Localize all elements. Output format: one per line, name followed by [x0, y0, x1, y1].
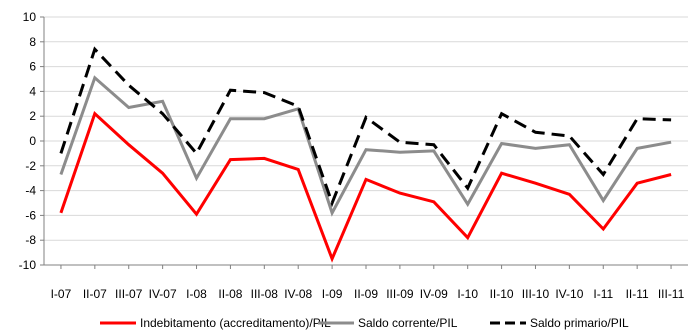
y-tick-label: -8: [25, 233, 36, 247]
y-tick-label: 8: [29, 35, 36, 49]
series-0-point: [331, 257, 334, 260]
series-0-point: [195, 213, 198, 216]
series-0-point: [229, 158, 232, 161]
x-tick-label: II-10: [490, 287, 514, 301]
x-axis: I-07 II-07 III-07 IV-07 I-08 II-08 III-08 IV-08…: [44, 264, 688, 301]
series-1-point: [398, 151, 401, 154]
series-1-point: [568, 143, 571, 146]
series-1-point: [127, 106, 130, 109]
legend-label: Saldo corrente/PIL: [358, 316, 458, 330]
series-0-point: [432, 200, 435, 203]
x-tick-label: IV-07: [149, 287, 177, 301]
series-2-point: [398, 141, 401, 144]
x-tick-label: IV-08: [284, 287, 312, 301]
x-tick-label: III-07: [115, 287, 143, 301]
series-1-point: [59, 173, 62, 176]
x-tick-label: II-11: [626, 287, 649, 301]
series-1-point: [365, 148, 368, 151]
series-2-point: [93, 48, 96, 51]
series-0-point: [127, 143, 130, 146]
x-tick-label: II-09: [354, 287, 378, 301]
series-0-point: [500, 172, 503, 175]
y-tick-label: 0: [29, 134, 36, 148]
plot-series: [59, 46, 673, 263]
series-0-point: [636, 182, 639, 185]
y-axis: -10 -8 -6 -4 -2 0 2 4 6 8 10: [19, 10, 45, 272]
series-2-point: [365, 116, 368, 119]
series-2-point: [331, 202, 334, 205]
series-2-point: [500, 112, 503, 115]
series-2-point: [636, 117, 639, 120]
y-tick-label: -4: [25, 184, 36, 198]
series-2-point: [568, 135, 571, 138]
series-2-point: [297, 105, 300, 108]
x-tick-label: II-08: [218, 287, 242, 301]
x-tick-label: I-10: [457, 287, 478, 301]
y-tick-label: 4: [29, 84, 36, 98]
series-0-point: [466, 236, 469, 239]
series-1-point: [500, 142, 503, 145]
series-0-point: [365, 178, 368, 181]
series-0-point: [263, 157, 266, 160]
series-0-point: [568, 193, 571, 196]
series-2-point: [127, 84, 130, 87]
x-tick-label: II-07: [83, 287, 107, 301]
series-1-point: [195, 177, 198, 180]
series-2-point: [161, 112, 164, 115]
x-tick-label: III-09: [386, 287, 414, 301]
series-1-point: [263, 117, 266, 120]
y-tick-label: 2: [29, 109, 36, 123]
x-tick-label: IV-09: [420, 287, 448, 301]
x-tick-label: I-08: [186, 287, 207, 301]
series-1-point: [636, 147, 639, 150]
series-line-0: [59, 111, 672, 263]
x-tick-label: I-09: [322, 287, 343, 301]
y-tick-label: -2: [25, 159, 36, 173]
series-0-point: [398, 192, 401, 195]
series-2-point: [229, 89, 232, 92]
series-2-point: [466, 187, 469, 190]
series-1-point: [432, 149, 435, 152]
series-1-point: [93, 76, 96, 79]
series-1-point: [331, 211, 334, 214]
series-0-point: [59, 211, 62, 214]
series-1-point: [466, 203, 469, 206]
series-0-point: [602, 228, 605, 231]
series-2-point: [432, 143, 435, 146]
series-2-point: [59, 152, 62, 155]
x-tick-label: III-10: [522, 287, 550, 301]
series-0-point: [93, 112, 96, 115]
series-2-point: [195, 152, 198, 155]
x-tick-label: IV-10: [555, 287, 583, 301]
series-2-point: [670, 118, 673, 121]
legend-label: Saldo primario/PIL: [530, 316, 629, 330]
series-2-point: [534, 131, 537, 134]
y-tick-label: -10: [19, 258, 37, 272]
series-0-point: [534, 182, 537, 185]
series-2-point: [602, 173, 605, 176]
x-tick-label: I-11: [593, 287, 613, 301]
legend: Indebitamento (accreditamento)/PIL Saldo …: [100, 316, 629, 330]
x-tick-label: III-08: [251, 287, 279, 301]
legend-label: Indebitamento (accreditamento)/PIL: [140, 316, 331, 330]
series-line-2: [59, 46, 672, 208]
gridlines: [44, 16, 688, 266]
series-1-point: [670, 141, 673, 144]
series-1-point: [534, 147, 537, 150]
series-1-point: [602, 199, 605, 202]
y-tick-label: 10: [23, 10, 37, 24]
y-tick-label: -6: [25, 208, 36, 222]
series-0-point: [297, 168, 300, 171]
series-line-1: [59, 75, 672, 217]
y-tick-label: 6: [29, 60, 36, 74]
series-0-point: [161, 172, 164, 175]
series-1-point: [161, 100, 164, 103]
series-2-point: [263, 91, 266, 94]
series-1-point: [229, 117, 232, 120]
x-tick-label: I-07: [51, 287, 72, 301]
x-tick-label: III-11: [658, 287, 685, 301]
series-0-point: [670, 173, 673, 176]
